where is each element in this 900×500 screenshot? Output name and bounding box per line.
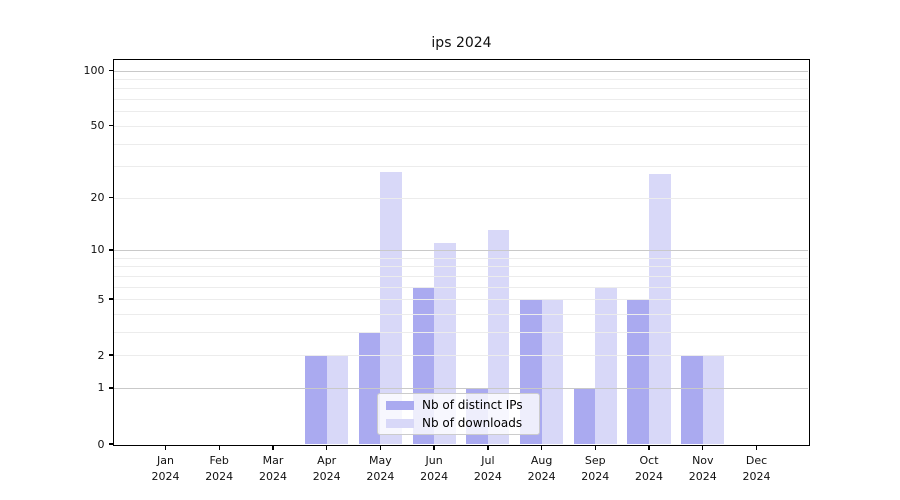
bar-downloads-may (380, 171, 402, 444)
y-tick-mark (108, 298, 113, 300)
x-tick-mark (379, 445, 382, 450)
x-tick-mark (540, 445, 543, 450)
y-tick-mark (108, 354, 113, 356)
y-tick-mark (108, 196, 113, 199)
x-tick-mark (218, 445, 220, 450)
y-tick-label: 50 (90, 119, 105, 133)
bar-downloads-sep (595, 286, 617, 444)
x-tick-mark (164, 445, 167, 450)
bar-ips-sep (573, 387, 596, 444)
x-tick-label-jun: Jun 2024 (420, 454, 449, 483)
x-tick-mark (487, 445, 489, 450)
y-tick-mark (108, 249, 113, 251)
bar-downloads-aug (541, 299, 564, 444)
bar-downloads-jul (487, 230, 510, 444)
y-tick-label: 5 (97, 292, 105, 306)
y-tick-mark (108, 387, 113, 389)
y-tick-mark (108, 443, 113, 445)
x-tick-mark (594, 445, 596, 450)
x-tick-label-jul: Jul 2024 (473, 454, 502, 483)
y-tick-mark (108, 125, 113, 127)
x-tick-label-feb: Feb 2024 (205, 454, 234, 483)
y-tick-label: 1 (97, 381, 105, 395)
legend-label: Nb of distinct IPs (422, 398, 523, 412)
x-tick-mark (648, 445, 650, 450)
x-tick-label-may: May 2024 (366, 454, 395, 483)
y-tick-mark (108, 69, 113, 72)
legend-item-distinct-ips: Nb of distinct IPs (378, 398, 539, 413)
chart-title: ips 2024 (431, 35, 492, 51)
bar-ips-nov (681, 355, 703, 444)
bars-layer (114, 60, 808, 444)
x-tick-mark (433, 445, 435, 450)
bar-ips-apr (305, 355, 327, 444)
y-tick-label: 2 (97, 348, 105, 362)
legend-swatch-downloads (386, 418, 414, 428)
bar-downloads-apr (326, 355, 349, 444)
x-tick-label-dec: Dec 2024 (742, 454, 771, 483)
x-tick-mark (272, 445, 274, 450)
legend-item-downloads: Nb of downloads (378, 416, 539, 431)
x-tick-label-sep: Sep 2024 (581, 454, 610, 483)
bar-downloads-oct (649, 174, 671, 444)
x-tick-mark (702, 445, 704, 450)
x-tick-label-nov: Nov 2024 (688, 454, 717, 483)
legend-label: Nb of downloads (422, 416, 523, 430)
y-tick-label: 20 (90, 191, 105, 205)
x-tick-label-aug: Aug 2024 (527, 454, 556, 483)
bar-downloads-nov (702, 355, 725, 444)
x-tick-label-oct: Oct 2024 (635, 454, 663, 483)
y-tick-label: 10 (90, 243, 105, 257)
y-tick-label: 100 (83, 64, 105, 77)
x-tick-label-jan: Jan 2024 (151, 454, 180, 483)
x-tick-mark (755, 445, 758, 450)
x-tick-label-mar: Mar 2024 (259, 454, 287, 483)
x-tick-label-apr: Apr 2024 (312, 454, 341, 483)
y-tick-label: 0 (97, 437, 105, 451)
x-tick-mark (326, 445, 328, 450)
bar-ips-oct (627, 299, 649, 444)
legend-swatch-distinct-ips (386, 400, 414, 410)
legend: Nb of distinct IPs Nb of downloads (377, 393, 540, 435)
